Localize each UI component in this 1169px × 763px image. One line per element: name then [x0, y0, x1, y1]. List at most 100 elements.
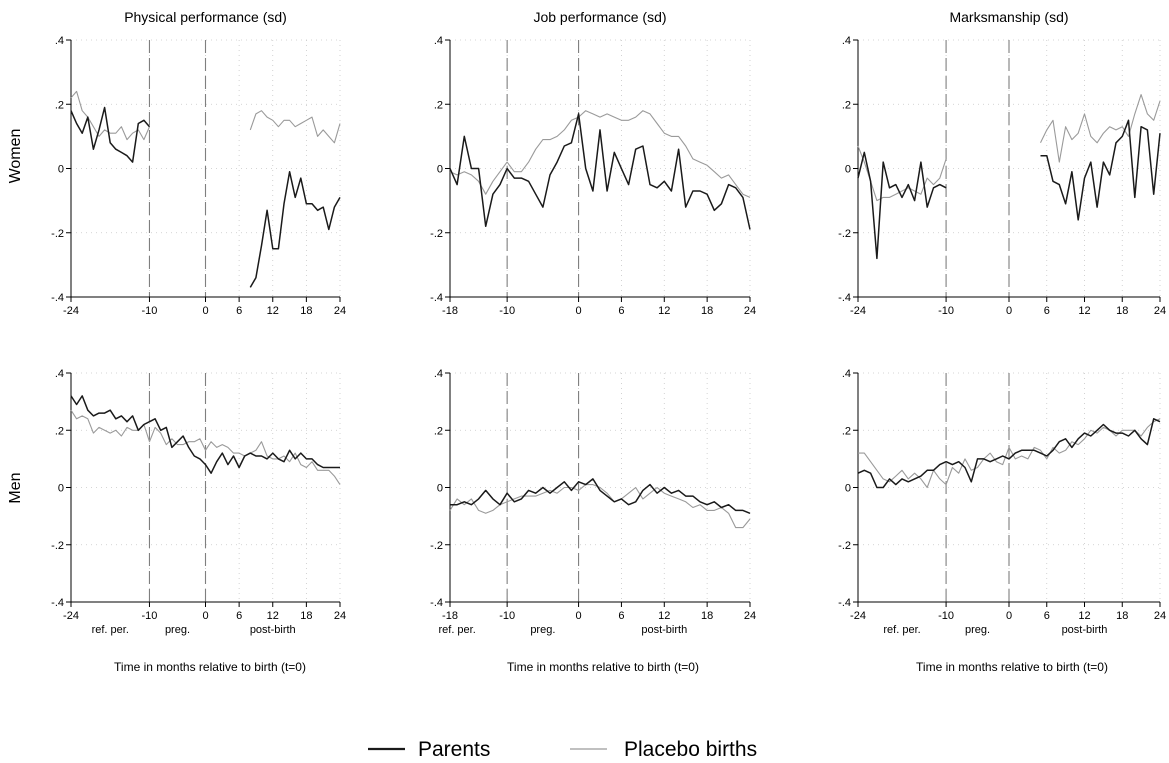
x-tick-label: 6 — [1044, 610, 1050, 622]
chart-title: Marksmanship (sd) — [949, 9, 1068, 25]
x-tick-label: 24 — [334, 610, 346, 622]
x-tick-label: 18 — [1116, 610, 1128, 622]
legend-label-parents: Parents — [418, 738, 490, 761]
x-tick-label: 0 — [1006, 305, 1012, 317]
y-tick-label: -.4 — [838, 597, 851, 609]
period-label: post-birth — [250, 624, 296, 636]
y-tick-label: -.2 — [838, 540, 851, 552]
x-tick-label: -24 — [63, 610, 79, 622]
xlabel-col-3: Time in months relative to birth (t=0) — [916, 660, 1108, 674]
x-tick-label: -18 — [442, 305, 458, 317]
y-tick-label: 0 — [437, 164, 443, 176]
x-tick-label: -24 — [850, 610, 866, 622]
y-tick-label: .2 — [55, 99, 64, 111]
x-tick-label: 0 — [576, 610, 582, 622]
x-tick-label: 18 — [701, 610, 713, 622]
series-line-parents — [249, 170, 341, 288]
series-line-placebo — [1040, 94, 1161, 163]
y-tick-label: 0 — [845, 483, 851, 495]
x-tick-label: 12 — [267, 305, 279, 317]
x-tick-label: 18 — [300, 610, 312, 622]
series-line-placebo — [249, 110, 341, 144]
x-tick-label: -24 — [850, 305, 866, 317]
y-tick-label: -.2 — [430, 540, 443, 552]
x-tick-label: 24 — [1154, 305, 1166, 317]
x-tick-label: 6 — [618, 305, 624, 317]
row-label-women: Women — [7, 129, 24, 184]
series-line-placebo — [449, 110, 751, 198]
x-tick-label: -10 — [499, 610, 515, 622]
xlabel-col-1: Time in months relative to birth (t=0) — [114, 660, 306, 674]
y-tick-label: .2 — [434, 425, 443, 437]
y-tick-label: 0 — [58, 164, 64, 176]
period-label: preg. — [530, 624, 555, 636]
x-tick-label: 12 — [1078, 305, 1090, 317]
panels: Physical performance (sd)-.4-.20.2.4-24-… — [51, 9, 1166, 636]
legend-label-placebo: Placebo births — [624, 738, 757, 761]
x-tick-label: 24 — [334, 305, 346, 317]
y-tick-label: -.4 — [430, 597, 443, 609]
y-tick-label: -.2 — [51, 228, 64, 240]
x-tick-label: -10 — [499, 305, 515, 317]
series-line-parents — [857, 151, 947, 260]
y-tick-label: -.4 — [51, 292, 64, 304]
x-tick-label: 12 — [1078, 610, 1090, 622]
y-tick-label: 0 — [58, 483, 64, 495]
y-tick-label: .4 — [434, 368, 443, 380]
x-tick-label: -10 — [142, 305, 158, 317]
series-line-parents — [1040, 119, 1161, 221]
x-tick-label: -10 — [938, 305, 954, 317]
period-label: preg. — [165, 624, 190, 636]
x-tick-label: 18 — [300, 305, 312, 317]
y-tick-label: .2 — [434, 99, 443, 111]
period-label: ref. per. — [883, 624, 920, 636]
chart-panel-6: -.4 -.2 0 .2 .4 -24 -10 0 6 12 18 24 ref. per. preg. p… — [838, 368, 1166, 636]
chart-panel-3: Marksmanship (sd) -.4 -.2 0 .2 .4 -24 -10 0 6 12 18… — [838, 9, 1166, 317]
series-line-placebo — [857, 145, 947, 202]
series-line-parents — [857, 418, 1161, 489]
x-tick-label: 0 — [576, 305, 582, 317]
y-tick-label: .2 — [842, 99, 851, 111]
y-tick-label: -.2 — [838, 228, 851, 240]
y-tick-label: -.4 — [430, 292, 443, 304]
x-tick-label: 0 — [202, 305, 208, 317]
y-tick-label: .4 — [55, 35, 64, 47]
series-line-parents — [449, 113, 751, 230]
x-tick-label: -18 — [442, 610, 458, 622]
period-label: ref. per. — [438, 624, 475, 636]
y-tick-label: -.4 — [51, 597, 64, 609]
chart-title: Job performance (sd) — [533, 9, 666, 25]
x-tick-label: 6 — [1044, 305, 1050, 317]
x-tick-label: 0 — [1006, 610, 1012, 622]
y-tick-label: 0 — [437, 483, 443, 495]
y-tick-label: -.2 — [430, 228, 443, 240]
xlabel-col-2: Time in months relative to birth (t=0) — [507, 660, 699, 674]
series-line-parents — [70, 395, 340, 474]
x-tick-label: 12 — [658, 305, 670, 317]
x-tick-label: 12 — [267, 610, 279, 622]
series-line-parents — [450, 478, 751, 514]
x-tick-label: 6 — [618, 610, 624, 622]
chart-panel-1: Physical performance (sd) -.4 -.2 0 .2 .4 -24 -… — [51, 9, 346, 317]
series-line-placebo — [70, 90, 151, 141]
y-tick-label: .4 — [434, 35, 443, 47]
y-tick-label: .2 — [55, 425, 64, 437]
y-tick-label: 0 — [845, 164, 851, 176]
x-tick-label: 12 — [658, 610, 670, 622]
period-label: ref. per. — [92, 624, 129, 636]
series-line-placebo — [70, 409, 341, 485]
x-tick-label: -10 — [938, 610, 954, 622]
period-label: post-birth — [641, 624, 687, 636]
chart-title: Physical performance (sd) — [124, 9, 287, 25]
period-label: preg. — [965, 624, 990, 636]
x-tick-label: -24 — [63, 305, 79, 317]
legend: Parents Placebo births — [368, 738, 757, 761]
x-tick-label: 24 — [744, 305, 756, 317]
x-tick-label: 18 — [1116, 305, 1128, 317]
x-tick-label: 24 — [1154, 610, 1166, 622]
series-line-parents — [70, 106, 151, 163]
x-tick-label: 18 — [701, 305, 713, 317]
x-tick-label: 24 — [744, 610, 756, 622]
y-tick-label: .4 — [55, 368, 64, 380]
